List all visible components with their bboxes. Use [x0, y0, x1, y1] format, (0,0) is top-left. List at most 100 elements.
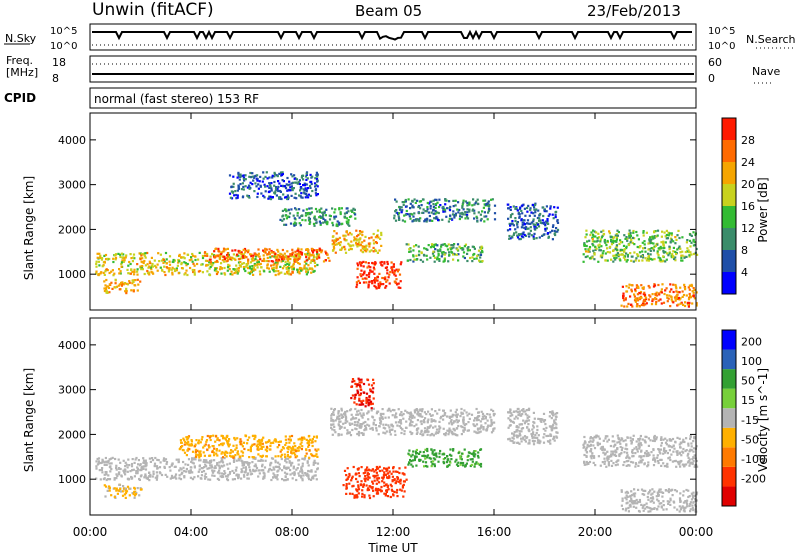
- velocity-cell: [653, 437, 656, 440]
- velocity-cell: [143, 476, 146, 479]
- power-cell: [512, 224, 515, 227]
- power-cell: [292, 263, 295, 266]
- velocity-cell: [592, 461, 595, 464]
- power-cell: [634, 259, 637, 262]
- power-cell: [656, 252, 659, 255]
- velocity-cell: [479, 465, 483, 468]
- power-cell: [359, 273, 362, 276]
- power-cell: [623, 250, 626, 253]
- power-cell: [672, 290, 675, 294]
- velocity-cell: [516, 411, 519, 414]
- velocity-cell: [520, 440, 523, 443]
- velocity-cell: [334, 431, 337, 434]
- power-cell: [313, 256, 316, 259]
- power-cell: [305, 194, 308, 197]
- power-cell: [525, 234, 528, 237]
- velocity-cell: [465, 411, 468, 414]
- velocity-cell: [411, 421, 414, 424]
- power-cell: [667, 234, 670, 237]
- power-cell: [452, 258, 455, 261]
- velocity-cell: [185, 467, 188, 471]
- velocity-cell: [383, 484, 386, 487]
- velocity-cell: [212, 451, 215, 454]
- power-cell: [213, 250, 216, 253]
- velocity-cell: [412, 450, 415, 453]
- power-cell: [235, 271, 238, 274]
- power-cell: [372, 246, 375, 249]
- power-cell: [362, 265, 365, 268]
- power-cell: [473, 217, 476, 220]
- velocity-cell: [481, 418, 484, 421]
- power-cell: [260, 192, 263, 195]
- velocity-cell: [392, 467, 395, 470]
- power-cell: [539, 221, 542, 224]
- power-cell: [139, 265, 142, 268]
- velocity-cell: [523, 422, 526, 425]
- velocity-cell: [254, 469, 257, 472]
- velocity-cell: [305, 448, 308, 451]
- power-cell: [592, 244, 595, 247]
- power-cell: [163, 265, 166, 268]
- power-cell: [264, 190, 267, 193]
- velocity-cell: [596, 441, 599, 444]
- power-cell: [233, 194, 236, 197]
- velocity-cell: [105, 473, 108, 476]
- power-cell: [204, 259, 208, 262]
- velocity-cell: [356, 423, 359, 426]
- power-cell: [331, 235, 334, 238]
- power-cell: [377, 284, 380, 287]
- velocity-cell: [467, 421, 470, 424]
- power-cell: [281, 267, 285, 270]
- velocity-cell: [667, 457, 670, 460]
- power-cell: [432, 203, 435, 206]
- velocity-cell: [401, 486, 404, 489]
- velocity-cell: [201, 467, 204, 470]
- velocity-cell: [284, 467, 287, 470]
- velocity-cell: [379, 412, 382, 415]
- velocity-cell: [192, 462, 195, 465]
- velocity-cell: [670, 439, 673, 442]
- power-cell: [588, 250, 591, 253]
- velocity-cell: [492, 429, 495, 432]
- power-cell: [373, 272, 376, 275]
- power-cell: [223, 266, 226, 270]
- velocity-cell: [520, 437, 523, 440]
- power-cell: [479, 246, 482, 249]
- power-cell: [193, 264, 196, 267]
- power-cell: [432, 199, 435, 202]
- velocity-cell: [258, 442, 261, 445]
- velocity-cell: [254, 463, 257, 466]
- power-cell: [347, 219, 350, 222]
- velocity-cell: [250, 472, 254, 475]
- power-cell: [633, 243, 636, 246]
- velocity-cell: [238, 459, 241, 462]
- velocity-cell: [637, 443, 640, 446]
- power-cell: [468, 208, 471, 211]
- velocity-cell: [436, 412, 439, 415]
- velocity-cell: [362, 485, 365, 488]
- power-cell: [678, 291, 681, 294]
- velocity-cell: [288, 441, 291, 444]
- power-cell: [115, 285, 119, 288]
- velocity-cell: [362, 433, 365, 436]
- velocity-cell: [241, 454, 244, 457]
- power-cell: [519, 237, 522, 241]
- velocity-cell: [440, 415, 443, 418]
- power-cell: [252, 254, 255, 257]
- power-cell: [442, 260, 445, 263]
- power-cell: [661, 230, 664, 233]
- power-cell: [398, 273, 402, 276]
- velocity-cell: [260, 445, 263, 449]
- velocity-cell: [383, 481, 386, 484]
- velocity-cell: [422, 433, 425, 436]
- power-cell: [364, 247, 367, 250]
- power-cell: [243, 255, 247, 258]
- power-cell: [663, 292, 666, 296]
- power-cell: [648, 286, 651, 289]
- velocity-cell: [211, 469, 214, 472]
- velocity-cell: [434, 420, 437, 423]
- power-cell: [413, 212, 416, 215]
- power-cell: [616, 252, 619, 255]
- power-cell: [613, 236, 616, 239]
